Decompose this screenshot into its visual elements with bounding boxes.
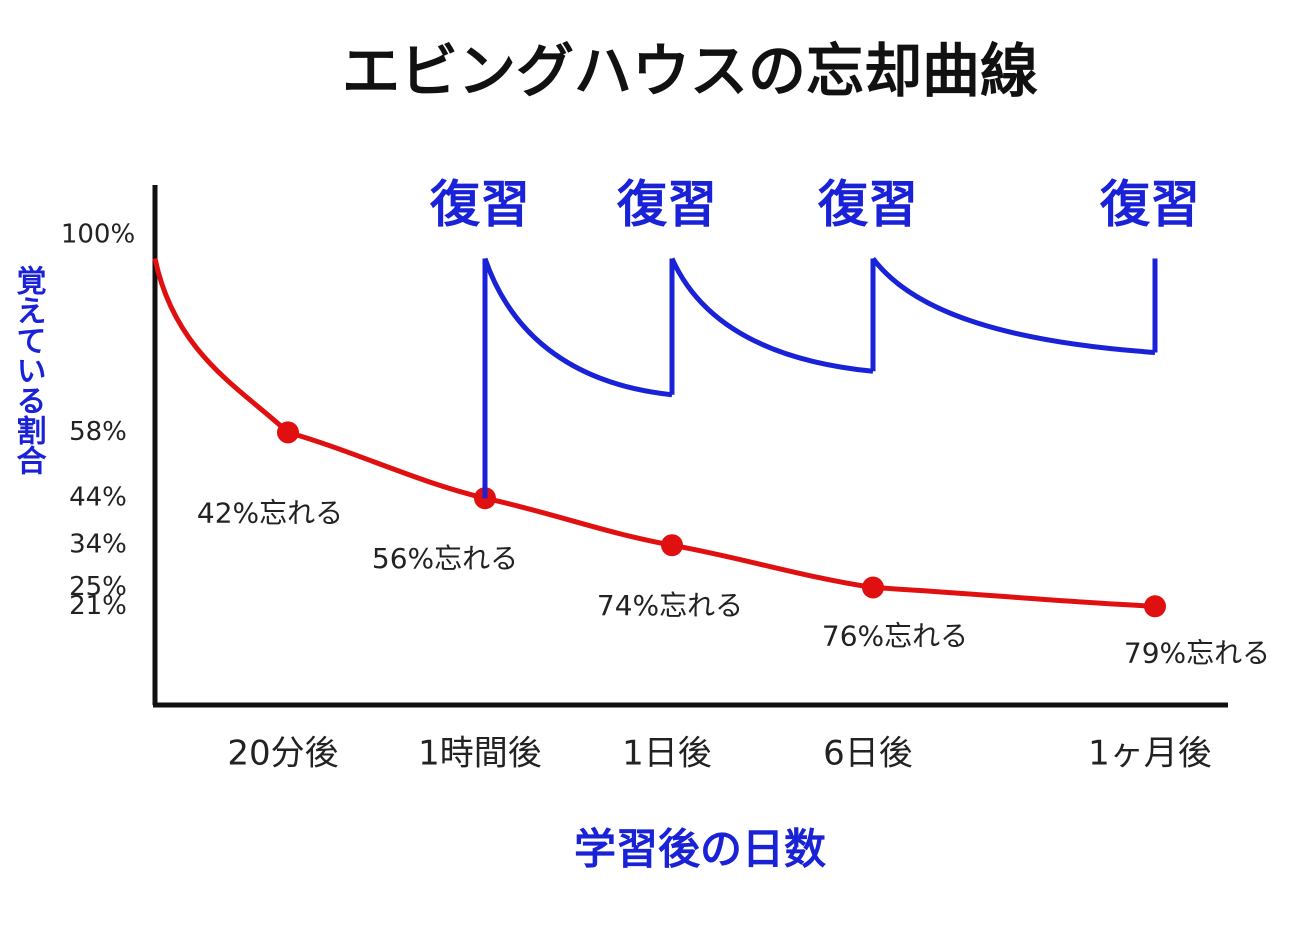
x-axis-title: 学習後の日数 xyxy=(574,825,826,874)
y-tick-label: 21% xyxy=(69,591,127,621)
data-point xyxy=(277,421,299,444)
y-tick-label: 25% xyxy=(69,572,127,602)
data-point xyxy=(1144,595,1166,618)
y-tick-label: 100% xyxy=(61,220,135,250)
y-tick-label: 58% xyxy=(69,417,127,447)
x-tick-label: 6日後 xyxy=(823,734,913,774)
forgetting-curve xyxy=(152,257,1156,609)
data-point xyxy=(862,576,884,599)
x-tick-label: 1日後 xyxy=(622,734,712,774)
x-tick-label: 20分後 xyxy=(227,734,338,774)
review-decay xyxy=(669,257,874,374)
review-label: 復習 xyxy=(1099,176,1200,234)
y-axis-title: 覚えている割合 xyxy=(11,265,47,475)
y-tick-label: 34% xyxy=(69,530,127,560)
review-label: 復習 xyxy=(429,176,530,234)
annotation: 42%忘れる xyxy=(197,496,343,529)
review-decay xyxy=(482,257,673,398)
review-label: 復習 xyxy=(616,176,717,234)
review-decay xyxy=(871,256,1156,355)
chart-title: エビングハウスの忘却曲線 xyxy=(342,37,1038,105)
annotation: 56%忘れる xyxy=(372,542,518,575)
y-tick-label: 44% xyxy=(69,483,127,513)
x-tick-label: 1時間後 xyxy=(418,734,542,774)
review-label: 復習 xyxy=(817,176,918,234)
data-point xyxy=(661,534,683,557)
x-tick-label: 1ヶ月後 xyxy=(1088,734,1212,774)
annotation: 74%忘れる xyxy=(597,589,743,622)
annotation: 76%忘れる xyxy=(822,620,968,653)
annotation: 79%忘れる xyxy=(1124,636,1270,669)
